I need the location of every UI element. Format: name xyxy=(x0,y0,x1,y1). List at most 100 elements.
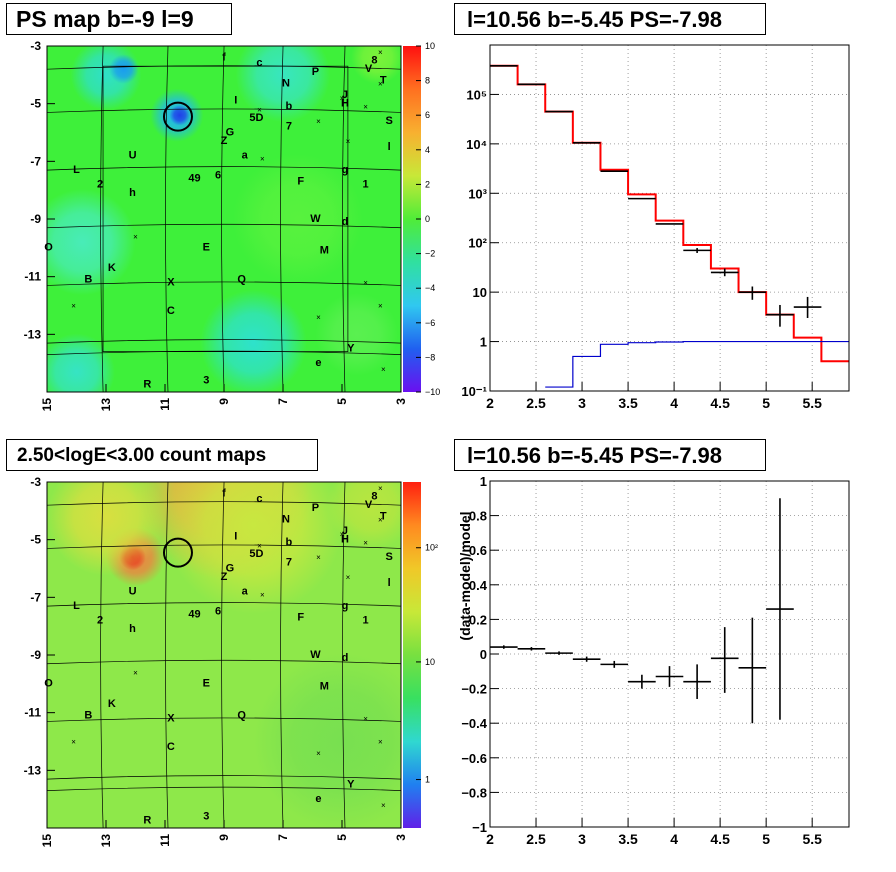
colorbar-tick-label: −8 xyxy=(425,352,435,362)
source-label: f xyxy=(222,51,226,63)
source-label: c xyxy=(256,493,262,505)
source-label: P xyxy=(312,66,319,78)
x-tick-label: 15 xyxy=(40,834,54,848)
source-cross: × xyxy=(346,573,351,582)
source-label: I xyxy=(234,531,237,543)
map-grid-line xyxy=(280,482,284,828)
source-cross: × xyxy=(316,313,321,322)
map-blob xyxy=(200,289,307,392)
colorbar-tick-label: 8 xyxy=(425,76,430,86)
y-tick-label: −0.8 xyxy=(461,785,487,800)
map-image xyxy=(47,46,401,392)
source-label: L xyxy=(73,600,80,612)
y-tick-label: -13 xyxy=(24,327,42,341)
source-label: Q xyxy=(237,273,246,285)
map-blob xyxy=(169,104,191,126)
source-label: O xyxy=(44,242,53,254)
source-cross: × xyxy=(363,714,368,723)
y-tick-label: -11 xyxy=(24,270,41,284)
y-tick-label: 0.2 xyxy=(469,612,487,627)
plot-frame xyxy=(489,44,850,392)
colorbar-tick-label: 1 xyxy=(425,775,430,785)
x-tick-label: 3.5 xyxy=(618,395,638,411)
source-label: J xyxy=(342,89,348,101)
source-label: 8 xyxy=(371,54,377,66)
y-tick-label: -3 xyxy=(30,475,41,489)
source-label: 3 xyxy=(203,374,209,386)
source-label: 49 xyxy=(188,173,200,185)
source-label: R xyxy=(143,815,151,827)
source-label: T xyxy=(380,510,387,522)
source-label: 1 xyxy=(363,614,369,626)
map-grid-line xyxy=(165,46,169,392)
series-0-step-line xyxy=(490,64,849,363)
colorbar xyxy=(403,482,421,828)
map-roi-box xyxy=(102,65,349,352)
y-tick-label: 0 xyxy=(480,647,487,662)
source-cross: × xyxy=(363,539,368,548)
map-grid-line xyxy=(47,350,401,355)
x-tick-label: 3 xyxy=(578,831,586,847)
source-label: 6 xyxy=(215,606,221,618)
spectrum-plot: 2 2.5 3 3.5 4 4.5 5 5.5 10⁻¹ 1 10 10² 10³ 10⁴ 10⁵ xyxy=(461,44,850,411)
x-tick-label: 11 xyxy=(158,398,172,411)
source-cross: × xyxy=(378,48,383,57)
source-label: T xyxy=(380,74,387,86)
source-cross: × xyxy=(316,117,321,126)
source-label: e xyxy=(315,793,321,805)
source-label: H xyxy=(341,98,349,110)
map-grid-line xyxy=(47,281,401,286)
source-cross: × xyxy=(260,154,265,163)
source-label: d xyxy=(342,216,349,228)
source-label: 2 xyxy=(97,614,103,626)
source-label: a xyxy=(242,149,249,161)
data-point xyxy=(572,656,601,662)
x-tick-label: 13 xyxy=(99,834,113,848)
y-tick-label: 10³ xyxy=(468,186,487,201)
y-tick-label: 0.4 xyxy=(469,578,488,593)
source-label: I xyxy=(234,95,237,107)
source-cross: × xyxy=(71,738,76,747)
source-cross: × xyxy=(260,590,265,599)
source-label: B xyxy=(84,273,92,285)
source-cross: × xyxy=(378,302,383,311)
source-label: R xyxy=(143,379,151,391)
data-point xyxy=(793,296,822,318)
map-grid-line xyxy=(47,717,401,722)
map-grid-line xyxy=(47,339,401,344)
source-cross: × xyxy=(133,232,138,241)
source-label: F xyxy=(297,611,304,623)
source-cross: × xyxy=(133,668,138,677)
data-point xyxy=(738,617,767,724)
source-cross: × xyxy=(346,137,351,146)
x-tick-label: 3.5 xyxy=(618,831,638,847)
map-grid-line xyxy=(47,108,401,113)
x-tick-label: 3 xyxy=(394,834,408,841)
source-cross: × xyxy=(381,801,386,810)
source-label: W xyxy=(310,649,321,661)
source-label: d xyxy=(342,652,349,664)
source-label: X xyxy=(167,276,175,288)
map-grid-line xyxy=(47,544,401,549)
source-label: M xyxy=(320,245,329,257)
source-cross: × xyxy=(378,79,383,88)
y-tick-label: -9 xyxy=(30,648,41,662)
data-point xyxy=(766,498,794,720)
colorbar-tick-label: 4 xyxy=(425,145,430,155)
map-blob xyxy=(315,293,399,376)
source-label: 49 xyxy=(188,609,200,621)
source-label: h xyxy=(129,187,136,199)
y-tick-label: 10⁴ xyxy=(466,137,487,152)
source-label: N xyxy=(282,513,290,525)
source-label: S xyxy=(386,551,393,563)
source-label: K xyxy=(108,262,116,274)
map-grid-line xyxy=(280,46,284,392)
source-label: P xyxy=(312,502,319,514)
source-label: H xyxy=(341,534,349,546)
x-tick-label: 9 xyxy=(217,398,231,405)
y-tick-label: −1 xyxy=(472,820,487,835)
map-grid-line xyxy=(47,501,401,506)
map-grid-line xyxy=(47,659,401,665)
x-tick-label: 5.5 xyxy=(802,395,822,411)
